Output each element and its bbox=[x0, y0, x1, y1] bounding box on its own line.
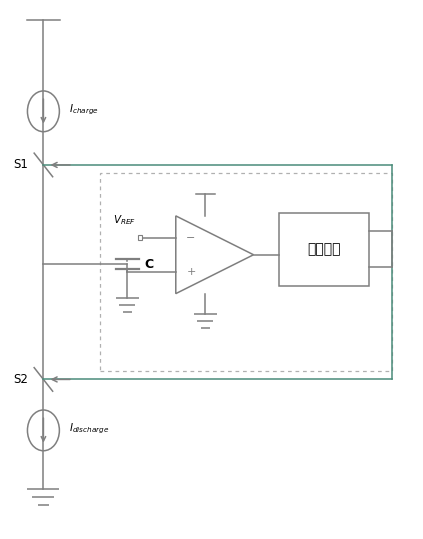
Text: $V_{REF}$: $V_{REF}$ bbox=[113, 213, 136, 227]
Text: S1: S1 bbox=[13, 158, 28, 171]
Text: C: C bbox=[144, 258, 153, 271]
Bar bbox=[100, 173, 392, 371]
Text: S2: S2 bbox=[13, 373, 28, 386]
Bar bbox=[138, 235, 142, 240]
Bar bbox=[279, 213, 369, 286]
Text: 逻辑电路: 逻辑电路 bbox=[307, 243, 341, 257]
Text: $I_{charge}$: $I_{charge}$ bbox=[69, 102, 99, 117]
Text: +: + bbox=[186, 267, 196, 277]
Text: −: − bbox=[186, 233, 196, 243]
Text: $I_{discharge}$: $I_{discharge}$ bbox=[69, 421, 109, 436]
